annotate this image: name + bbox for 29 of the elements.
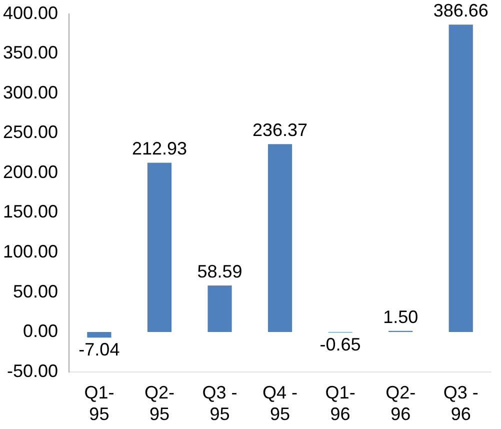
data-label: 386.66 [433, 0, 488, 21]
x-tick-label: Q1-95 [84, 382, 114, 424]
y-tick-label: 250.00 [2, 122, 58, 142]
x-tick-label: Q1-96 [325, 382, 356, 424]
y-tick-label: 0.00 [23, 321, 58, 342]
x-tick-label: Q2-95 [144, 382, 174, 424]
y-tick-label: 300.00 [2, 82, 58, 102]
data-label: 212.93 [132, 138, 188, 159]
y-tick-label: 150.00 [2, 202, 58, 222]
data-label: 1.50 [383, 306, 418, 327]
y-tick-label: 50.00 [13, 281, 58, 302]
bar [147, 162, 172, 332]
bar [268, 144, 292, 332]
data-label: -7.04 [78, 340, 120, 360]
x-tick-label: Q3 - 95 [202, 382, 238, 424]
bar [448, 24, 473, 332]
y-tick-label: -50.00 [7, 360, 58, 381]
x-tick-label: Q3 - 96 [443, 382, 478, 424]
bar [87, 332, 112, 338]
y-tick-label: 200.00 [2, 162, 58, 182]
data-label: 236.37 [252, 120, 308, 140]
data-label: 58.59 [197, 261, 242, 282]
data-label: -0.65 [320, 334, 361, 355]
y-tick-label: 100.00 [2, 242, 58, 262]
x-tick-label: Q4 - 95 [262, 382, 298, 424]
bar [208, 285, 232, 332]
x-tick-label: Q2-96 [386, 382, 416, 424]
y-tick-label: 350.00 [2, 42, 58, 63]
y-tick-label: 400.00 [2, 2, 58, 23]
